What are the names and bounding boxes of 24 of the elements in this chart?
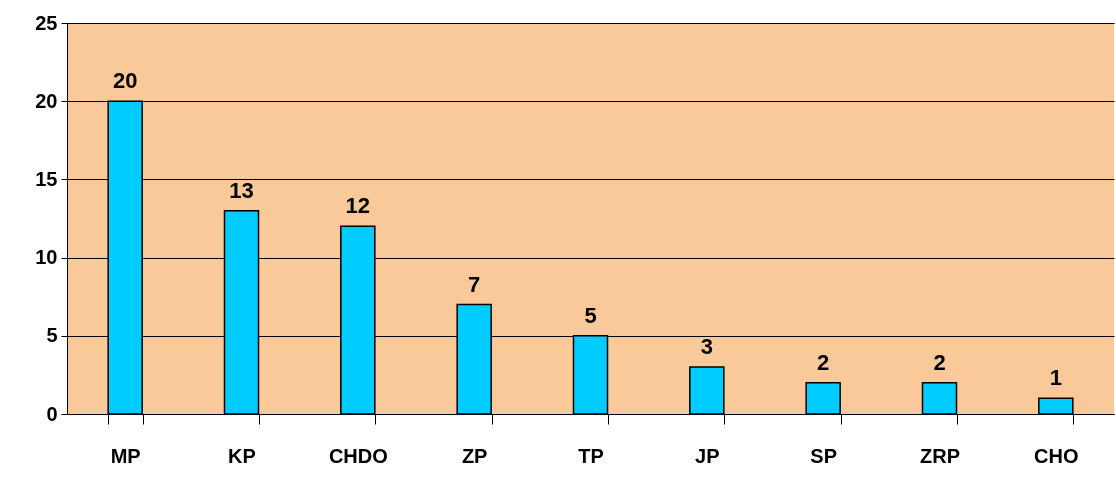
- data-label: 7: [468, 271, 481, 297]
- x-tick-label: KP: [228, 444, 256, 467]
- x-tick-label: JP: [695, 444, 720, 467]
- y-tick-label: 20: [35, 89, 58, 112]
- data-label: 13: [229, 177, 254, 203]
- x-tick-label: ZRP: [920, 444, 960, 467]
- x-tick-label: TP: [578, 444, 604, 467]
- x-tick-label: SP: [810, 444, 838, 467]
- y-tick-label: 0: [46, 402, 58, 425]
- data-label: 1: [1049, 365, 1062, 391]
- data-label: 5: [584, 302, 597, 328]
- data-label: 2: [933, 349, 946, 375]
- y-tick-label: 10: [35, 246, 58, 269]
- data-label: 12: [345, 193, 371, 219]
- data-label: 20: [112, 68, 138, 94]
- data-label: 3: [700, 334, 713, 360]
- y-tick-label: 15: [35, 167, 58, 190]
- x-tick-label: ZP: [461, 444, 488, 467]
- x-tick-label: CHDO: [328, 444, 388, 467]
- y-tick-label: 25: [35, 11, 58, 34]
- x-tick-label: MP: [110, 444, 141, 467]
- x-tick-label: CHO: [1034, 444, 1079, 467]
- data-label: 2: [817, 349, 830, 375]
- y-tick-label: 5: [46, 324, 58, 347]
